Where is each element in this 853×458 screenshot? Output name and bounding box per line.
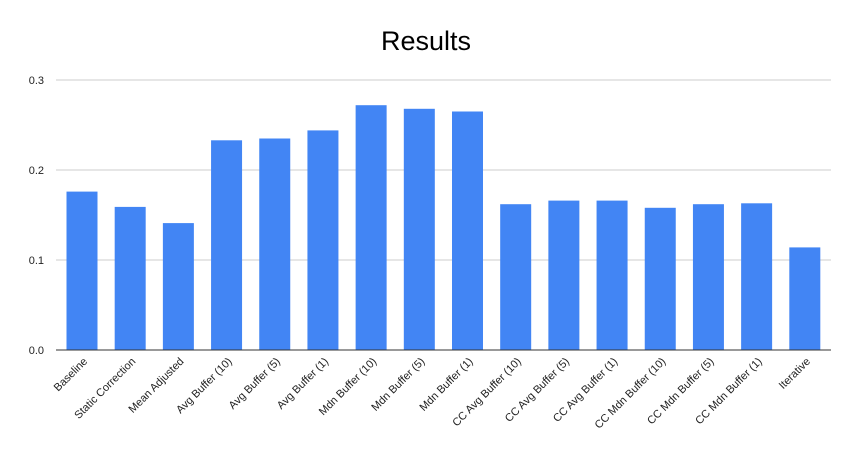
bar	[211, 140, 243, 350]
bar	[307, 130, 339, 350]
bars	[66, 105, 821, 350]
y-tick-label: 0.2	[29, 165, 44, 177]
bar	[66, 191, 98, 350]
bar	[692, 204, 724, 350]
bar	[452, 111, 483, 350]
bar	[500, 204, 532, 350]
y-tick-label: 0.3	[29, 75, 44, 87]
bar	[596, 200, 628, 350]
bar	[403, 108, 435, 350]
y-tick-label: 0.0	[29, 345, 44, 357]
bar	[741, 203, 773, 350]
bar	[789, 247, 821, 350]
bar	[644, 207, 676, 350]
bar	[548, 200, 580, 350]
y-axis-tick-labels: 0.0 0.1 0.2 0.3	[29, 75, 44, 357]
y-tick-label: 0.1	[29, 255, 44, 267]
bar	[162, 223, 194, 350]
bar	[259, 138, 291, 350]
bar	[114, 206, 146, 350]
bar	[355, 105, 387, 350]
chart-title: Results	[381, 26, 471, 56]
